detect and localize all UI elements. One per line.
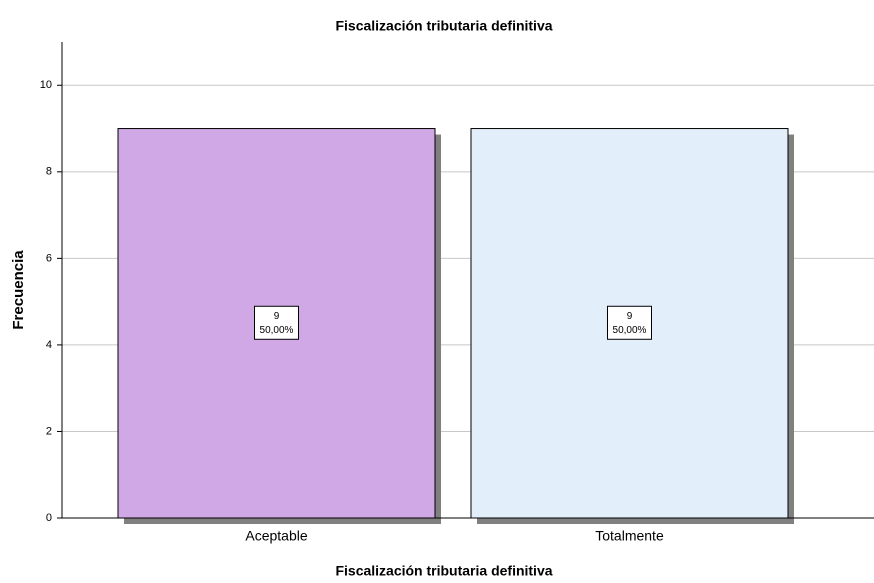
- data-label-percent: 50,00%: [613, 325, 647, 336]
- y-tick-label: 2: [46, 425, 52, 437]
- data-label: 9: [274, 311, 280, 322]
- data-label: 9: [627, 311, 633, 322]
- x-tick-label: Aceptable: [245, 528, 307, 544]
- y-tick-label: 8: [46, 166, 52, 178]
- x-tick-label: Totalmente: [595, 528, 664, 544]
- chart-title: Fiscalización tributaria definitiva: [335, 18, 552, 34]
- data-label-box: [254, 305, 299, 340]
- y-tick-label: 4: [46, 339, 52, 351]
- x-axis-label: Fiscalización tributaria definitiva: [335, 563, 552, 579]
- y-axis-label: Frecuencia: [10, 250, 27, 330]
- y-tick-label: 6: [46, 252, 52, 264]
- data-label-box: [607, 305, 652, 340]
- y-tick-label: 10: [40, 79, 52, 91]
- y-tick-label: 0: [46, 512, 52, 524]
- data-label-percent: 50,00%: [260, 325, 294, 336]
